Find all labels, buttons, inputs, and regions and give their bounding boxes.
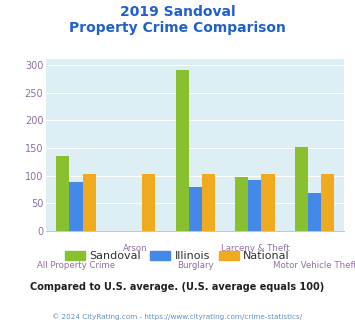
Text: All Property Crime: All Property Crime: [37, 261, 115, 270]
Legend: Sandoval, Illinois, National: Sandoval, Illinois, National: [61, 247, 294, 266]
Bar: [82, 174, 95, 231]
Text: Motor Vehicle Theft: Motor Vehicle Theft: [273, 261, 355, 270]
Bar: [70, 182, 82, 231]
Bar: [248, 180, 261, 231]
Text: Arson: Arson: [123, 244, 148, 253]
Bar: [189, 187, 202, 231]
Text: 2019 Sandoval: 2019 Sandoval: [120, 5, 235, 19]
Bar: [235, 177, 248, 231]
Bar: [295, 148, 308, 231]
Text: Larceny & Theft: Larceny & Theft: [220, 244, 289, 253]
Bar: [261, 174, 274, 231]
Text: Burglary: Burglary: [177, 261, 214, 270]
Text: Property Crime Comparison: Property Crime Comparison: [69, 21, 286, 35]
Bar: [142, 174, 155, 231]
Bar: [308, 193, 321, 231]
Bar: [176, 71, 189, 231]
Bar: [202, 174, 215, 231]
Text: © 2024 CityRating.com - https://www.cityrating.com/crime-statistics/: © 2024 CityRating.com - https://www.city…: [53, 314, 302, 320]
Bar: [321, 174, 334, 231]
Bar: [56, 156, 70, 231]
Text: Compared to U.S. average. (U.S. average equals 100): Compared to U.S. average. (U.S. average …: [31, 282, 324, 292]
